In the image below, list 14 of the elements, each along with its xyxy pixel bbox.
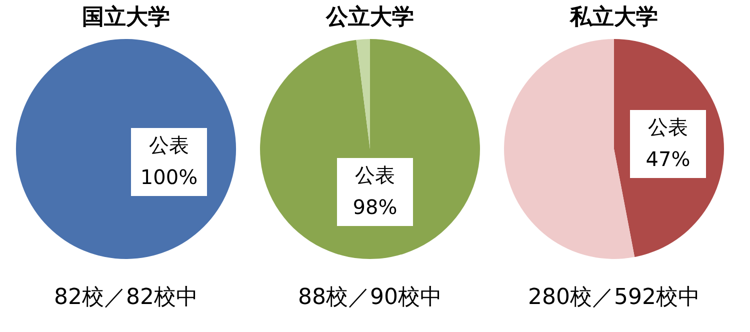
data-label: 98%: [352, 195, 398, 219]
text: 280校／592校中: [528, 285, 700, 310]
chart-title: 国立大学: [82, 4, 170, 30]
chart-title: 公立大学: [325, 4, 414, 30]
data-label: 100%: [140, 165, 198, 189]
slice-label: 公表: [355, 163, 395, 187]
slice-label: 公表: [648, 115, 688, 139]
chart-title: 私立大学: [569, 4, 658, 30]
text: 82校／82校中: [54, 285, 198, 310]
data-label: 47%: [646, 147, 690, 171]
pie-slice: [504, 39, 635, 259]
text: 88校／90校中: [298, 285, 442, 310]
slice-label: 公表: [149, 133, 189, 157]
pie-slice: [356, 39, 370, 149]
